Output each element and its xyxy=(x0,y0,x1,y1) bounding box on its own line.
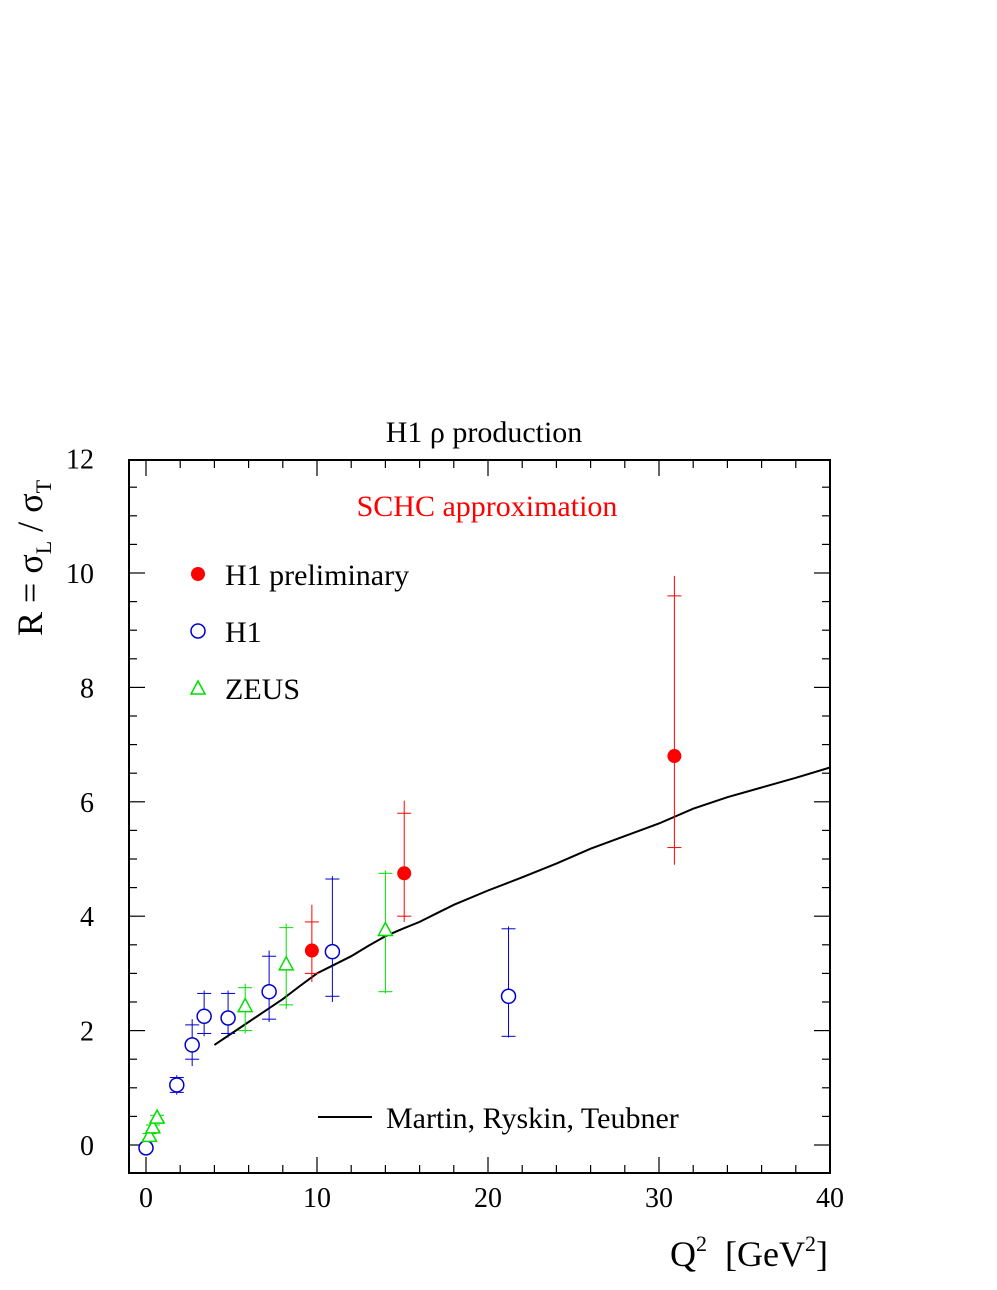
marker xyxy=(169,1077,185,1093)
marker xyxy=(236,996,254,1013)
x-tick-labels: 0 10 20 30 40 xyxy=(139,1183,844,1214)
legend-marker-zeus xyxy=(189,679,207,695)
marker xyxy=(184,1037,200,1053)
marker xyxy=(500,988,517,1005)
y-tick-label: 0 xyxy=(80,1131,94,1162)
marker xyxy=(261,983,277,1000)
x-tick-label: 20 xyxy=(474,1183,502,1214)
legend-marker-h1-preliminary xyxy=(191,567,205,581)
point-zeus xyxy=(236,983,254,1034)
y-tick-label: 2 xyxy=(80,1017,94,1048)
legend-marker-h1 xyxy=(190,623,206,639)
marker xyxy=(196,1008,212,1025)
point-h1 xyxy=(138,1140,154,1156)
point-h1 xyxy=(261,950,277,1023)
marker xyxy=(667,749,682,764)
y-tick-label: 8 xyxy=(80,673,94,704)
marker xyxy=(148,1108,166,1124)
marker xyxy=(144,1118,162,1134)
point-h1-preliminary xyxy=(397,800,412,922)
legend-label-h1-preliminary: H1 preliminary xyxy=(225,559,409,592)
marker xyxy=(138,1140,154,1156)
marker xyxy=(277,955,295,971)
point-zeus xyxy=(144,1118,162,1134)
y-axis-label: R = σL / σT xyxy=(10,479,56,636)
point-h1 xyxy=(500,926,517,1038)
marker xyxy=(141,1126,158,1143)
marker xyxy=(397,866,412,881)
point-h1 xyxy=(169,1075,185,1095)
legend-label-theory: Martin, Ryskin, Teubner xyxy=(386,1102,679,1135)
marker xyxy=(220,1010,236,1026)
y-tick-labels: 0 2 4 6 8 10 12 xyxy=(66,445,94,1162)
point-h1 xyxy=(220,990,236,1038)
point-h1 xyxy=(196,990,212,1037)
point-h1-preliminary xyxy=(667,575,682,865)
x-tick-label: 30 xyxy=(645,1183,673,1214)
plot-frame xyxy=(128,459,831,1174)
y-tick-label: 10 xyxy=(66,559,94,590)
marker xyxy=(304,943,319,958)
y-tick-label: 6 xyxy=(80,788,94,819)
point-zeus xyxy=(377,870,394,994)
x-tick-label: 10 xyxy=(303,1183,331,1214)
marker xyxy=(377,920,394,937)
point-zeus xyxy=(277,923,295,1009)
x-tick-label: 0 xyxy=(139,1183,153,1214)
point-h1-preliminary xyxy=(304,904,319,982)
legend: H1 preliminary H1 ZEUS Martin, Ryskin, T… xyxy=(189,559,679,1135)
legend-label-zeus: ZEUS xyxy=(225,673,300,706)
point-h1 xyxy=(184,1019,200,1067)
y-tick-label: 4 xyxy=(80,902,94,933)
x-axis-label: Q2 [GeV2] xyxy=(670,1231,828,1274)
marker xyxy=(324,943,341,960)
theory-curve-group xyxy=(213,766,831,1046)
chart-title: H1 ρ production xyxy=(386,416,583,449)
point-h1 xyxy=(324,876,341,1002)
x-tick-label: 40 xyxy=(816,1183,844,1214)
y-tick-label: 12 xyxy=(66,445,94,476)
data-points xyxy=(138,575,682,1156)
theory-curve xyxy=(213,766,831,1046)
axis-ticks xyxy=(129,460,831,1173)
legend-label-h1: H1 xyxy=(225,616,262,649)
schc-annotation: SCHC approximation xyxy=(357,490,618,523)
point-zeus xyxy=(148,1108,166,1124)
